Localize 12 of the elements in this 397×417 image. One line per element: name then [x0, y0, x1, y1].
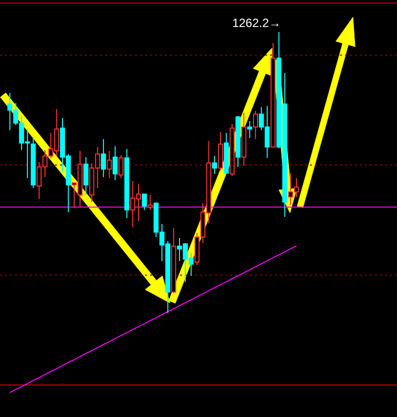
candlestick [148, 194, 153, 210]
text: 1262.2→ [232, 16, 281, 30]
candlestick [212, 155, 218, 174]
candlestick [247, 120, 252, 138]
candlestick [253, 110, 258, 140]
candlestick [106, 150, 112, 179]
candlestick [142, 194, 147, 210]
candlestick [83, 156, 88, 196]
candlestick [218, 132, 223, 171]
candlestick [112, 146, 118, 181]
candlestick [100, 138, 106, 178]
candlestick [118, 154, 124, 179]
